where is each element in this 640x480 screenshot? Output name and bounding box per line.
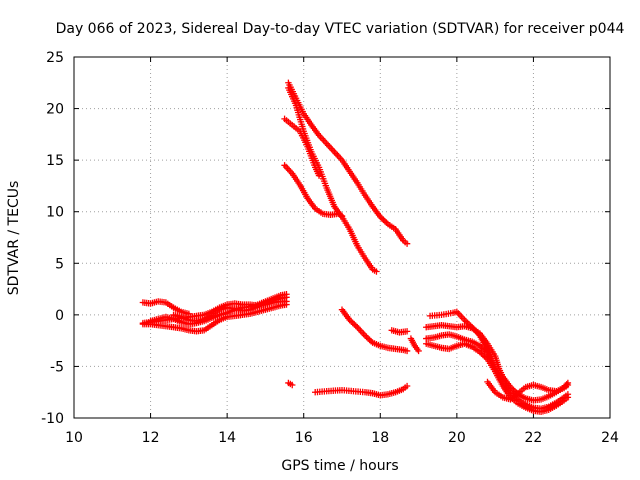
data-point: [338, 212, 346, 220]
data-series-track-c: [139, 301, 290, 335]
y-tick-label: 20: [46, 102, 64, 118]
y-tick-label: 10: [46, 205, 64, 221]
y-tick-label: 5: [55, 256, 64, 272]
data-point: [283, 301, 290, 308]
x-tick-label: 10: [65, 430, 83, 446]
x-tick-label: 22: [525, 430, 543, 446]
data-series-track-s: [484, 378, 572, 403]
data-series-track-j: [338, 306, 411, 355]
y-tick-label: 0: [55, 308, 64, 324]
x-tick-label: 12: [142, 430, 160, 446]
x-tick-label: 24: [601, 430, 619, 446]
chart-title: Day 066 of 2023, Sidereal Day-to-day VTE…: [56, 21, 625, 37]
data-point: [283, 294, 290, 301]
plot-frame: [73, 56, 611, 419]
data-series-track-r: [423, 340, 572, 416]
y-tick-label: -10: [41, 411, 64, 427]
x-tick-label: 20: [448, 430, 466, 446]
data-marks: [139, 79, 572, 416]
data-point: [403, 240, 411, 247]
data-point: [403, 382, 411, 390]
data-point: [403, 347, 411, 355]
y-tick-label: 15: [46, 153, 64, 169]
data-point: [564, 394, 572, 401]
data-series-track-k: [388, 327, 411, 336]
data-point: [289, 381, 296, 389]
data-series-track-m: [285, 379, 296, 389]
data-point: [373, 268, 380, 275]
data-point: [415, 347, 422, 355]
data-series-track-f: [285, 79, 411, 247]
y-tick-label: 25: [46, 50, 64, 66]
data-series-track-i: [281, 162, 346, 220]
y-tick-label: -5: [50, 359, 64, 375]
data-series-track-l: [407, 335, 422, 355]
data-series-track-a: [139, 298, 193, 318]
data-point: [564, 381, 572, 389]
grid: [74, 57, 610, 418]
x-tick-label: 14: [218, 430, 236, 446]
data-series-track-g: [285, 84, 380, 275]
x-axis-label: GPS time / hours: [281, 458, 398, 474]
data-point: [403, 328, 411, 335]
x-tick-label: 16: [295, 430, 313, 446]
data-series-track-n: [312, 382, 411, 399]
x-tick-label: 18: [371, 430, 389, 446]
data-series-track-e: [170, 294, 290, 325]
data-point: [315, 172, 323, 179]
y-axis-label: SDTVAR / TECUs: [6, 181, 22, 296]
data-series-track-h: [281, 115, 323, 179]
axis-ticks: 10 12 14 16 18 20 22 24 -10 -5 0 5 10 15 20 25: [41, 50, 619, 446]
